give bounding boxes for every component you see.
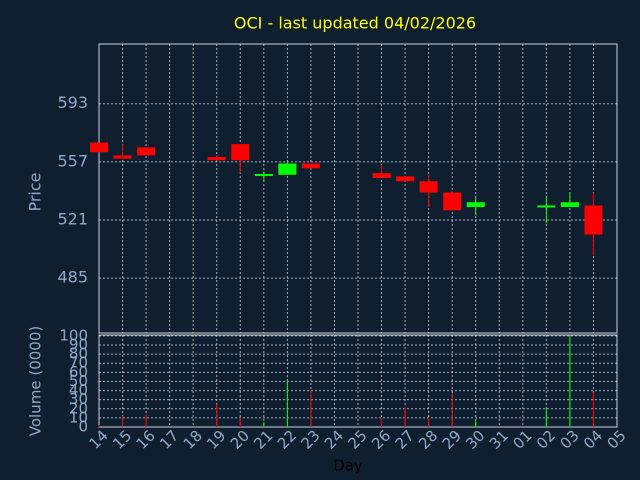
x-tick-label: 19 <box>203 427 229 453</box>
x-tick-label: 04 <box>580 427 606 453</box>
x-tick-label: 16 <box>133 427 159 453</box>
y-tick-label: 593 <box>57 93 88 112</box>
volume-tick-label: 30 <box>69 390 88 408</box>
x-tick-label: 31 <box>486 427 512 453</box>
x-tick-label: 27 <box>392 427 418 453</box>
volume-tick-label: 60 <box>69 363 88 381</box>
candle-body <box>560 202 579 208</box>
x-tick-label: 14 <box>86 427 112 453</box>
volume-tick-label: 0 <box>78 418 88 436</box>
volume-tick-label: 40 <box>69 381 88 399</box>
x-tick-label: 21 <box>250 427 276 453</box>
candle-body <box>396 176 415 182</box>
volume-tick-label: 100 <box>59 326 88 344</box>
x-tick-label: 24 <box>321 427 347 453</box>
candle-body <box>113 155 132 159</box>
volume-tick-label: 20 <box>69 399 88 417</box>
x-tick-label: 29 <box>439 427 465 453</box>
y-axis-label: Price <box>26 172 45 211</box>
x-tick-label: 01 <box>509 427 535 453</box>
candle-body <box>137 147 156 156</box>
x-axis-label: Day <box>333 457 363 475</box>
x-tick-label: 25 <box>345 427 371 453</box>
volume-tick-label: 10 <box>69 408 88 426</box>
candle-body <box>372 173 391 179</box>
x-tick-label: 26 <box>368 427 394 453</box>
candle-body <box>466 202 485 208</box>
x-tick-label: 15 <box>109 427 135 453</box>
y-tick-label: 521 <box>57 209 88 228</box>
volume-tick-label: 90 <box>69 336 88 354</box>
candle-body <box>231 144 250 161</box>
candle-body <box>419 181 438 193</box>
x-tick-label: 30 <box>462 427 488 453</box>
x-tick-label: 18 <box>180 427 206 453</box>
candle-body <box>301 163 320 169</box>
x-tick-label: 28 <box>415 427 441 453</box>
candle-body <box>278 163 297 175</box>
x-tick-label: 23 <box>297 427 323 453</box>
y-tick-label: 485 <box>57 268 88 287</box>
x-tick-label: 03 <box>556 427 582 453</box>
candle-body <box>90 142 108 153</box>
volume-tick-label: 80 <box>69 345 88 363</box>
x-tick-label: 05 <box>604 427 630 453</box>
chart-title: OCI - last updated 04/02/2026 <box>234 14 476 33</box>
candle-body <box>443 192 462 211</box>
candle-body <box>254 173 273 176</box>
y-tick-label: 557 <box>57 151 88 170</box>
x-tick-label: 17 <box>156 427 182 453</box>
volume-tick-label: 70 <box>69 354 88 372</box>
volume-axis-label: Volume (0000) <box>27 326 45 436</box>
volume-tick-label: 50 <box>69 372 88 390</box>
candle-body <box>584 205 603 235</box>
candle-body <box>207 157 226 161</box>
candle-body <box>537 205 556 208</box>
x-tick-label: 02 <box>533 427 559 453</box>
x-tick-label: 22 <box>274 427 300 453</box>
x-tick-label: 20 <box>227 427 253 453</box>
